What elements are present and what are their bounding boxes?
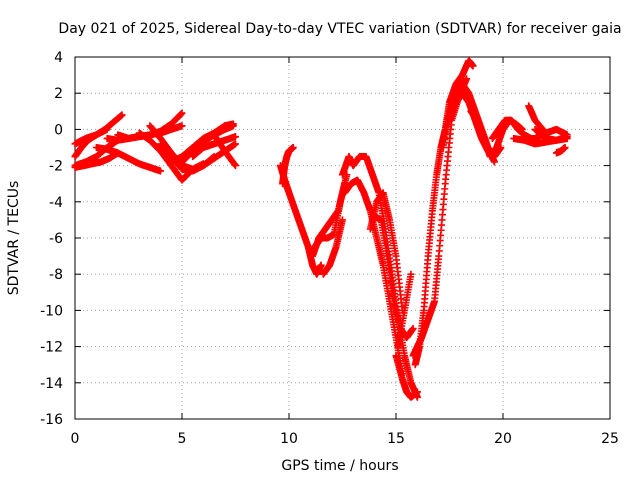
data-point <box>469 62 477 70</box>
series-arc-e <box>92 144 165 175</box>
data-point <box>229 122 237 130</box>
data-point <box>157 167 165 175</box>
data-point <box>463 75 471 83</box>
x-tick-label: 5 <box>178 431 187 447</box>
series-arc-d <box>71 125 111 148</box>
data-point <box>232 133 239 141</box>
data-point <box>289 144 297 151</box>
x-tick-label: 20 <box>494 431 512 447</box>
x-tick-label: 0 <box>71 431 80 447</box>
data-point <box>178 109 186 117</box>
data-points <box>71 57 571 401</box>
axis-ticks: 0 5 10 15 20 25 -16 -14 -12 -10 -8 -6 -4 -2 0 2 4 <box>40 50 619 447</box>
series-arc-p <box>276 162 325 278</box>
series-arc-q <box>279 144 297 188</box>
x-axis-label: GPS time / hours <box>281 458 398 474</box>
data-point <box>563 133 571 141</box>
y-tick-label: -10 <box>40 303 63 319</box>
series-arc-o <box>210 131 239 170</box>
data-point <box>103 125 111 133</box>
data-point <box>232 140 239 148</box>
x-tick-label: 15 <box>387 431 405 447</box>
data-point <box>407 270 415 278</box>
y-tick-label: -6 <box>49 231 63 247</box>
series-arc-aj <box>531 125 571 144</box>
data-point <box>118 111 126 119</box>
chart-title: Day 021 of 2025, Sidereal Day-to-day VTE… <box>58 21 621 37</box>
y-tick-label: -14 <box>40 376 63 392</box>
y-tick-label: -2 <box>49 159 63 175</box>
data-point <box>339 216 346 224</box>
series-arc-x <box>371 212 417 342</box>
data-point <box>561 144 569 151</box>
y-tick-label: -8 <box>49 267 63 283</box>
x-tick-label: 25 <box>601 431 619 447</box>
data-point <box>409 325 417 332</box>
series-arc-s <box>311 171 351 251</box>
series-arc-y <box>394 270 415 351</box>
data-point <box>178 122 186 130</box>
y-tick-label: -12 <box>40 340 63 356</box>
y-tick-label: 0 <box>54 122 63 138</box>
y-tick-label: 4 <box>54 50 63 66</box>
series-arc-ak <box>553 144 569 157</box>
y-tick-label: -16 <box>40 412 63 428</box>
series-arc-t <box>319 216 346 278</box>
series-arc-z <box>392 352 421 401</box>
x-tick-label: 10 <box>280 431 298 447</box>
series-arc-ab <box>409 75 471 360</box>
y-tick-label: 2 <box>54 86 63 102</box>
y-axis-label: SDTVAR / TECUs <box>6 181 22 296</box>
data-point <box>232 162 239 170</box>
data-point <box>413 388 421 396</box>
y-tick-label: -4 <box>49 195 63 211</box>
series-arc-w <box>366 189 406 314</box>
data-point <box>317 261 325 269</box>
